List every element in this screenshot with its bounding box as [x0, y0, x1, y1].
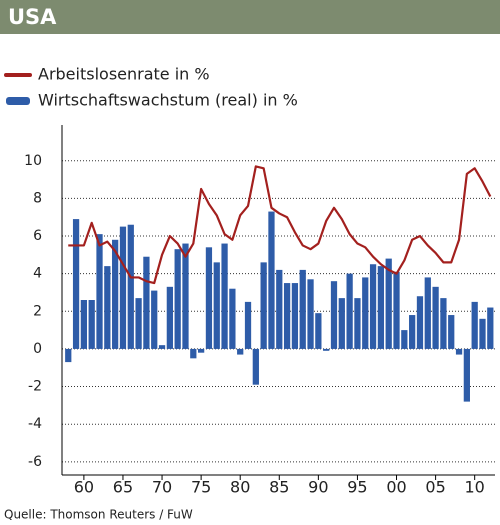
- bar: [96, 234, 103, 349]
- bar: [440, 298, 447, 349]
- x-tick-label: 00: [386, 478, 406, 497]
- legend-label: Arbeitslosenrate in %: [38, 65, 210, 84]
- y-tick-label: 0: [33, 341, 42, 357]
- chart-title: USA: [8, 5, 57, 29]
- bar: [448, 315, 455, 349]
- x-tick-label: 60: [74, 478, 94, 497]
- bar: [276, 269, 283, 349]
- bar: [65, 348, 72, 363]
- x-tick-label: 05: [425, 478, 445, 497]
- bar: [197, 348, 205, 353]
- y-tick-label: 4: [33, 266, 42, 282]
- y-tick-label: 2: [33, 303, 42, 319]
- bar: [377, 266, 385, 349]
- bar: [119, 226, 127, 349]
- bar: [346, 273, 353, 349]
- bar: [72, 219, 80, 349]
- bar: [487, 307, 494, 349]
- bar: [112, 239, 119, 349]
- bar: [409, 315, 416, 349]
- bar: [104, 266, 111, 349]
- bar: [244, 301, 252, 349]
- bar: [283, 283, 291, 349]
- bar: [182, 243, 189, 349]
- x-tick-label: 90: [308, 478, 328, 497]
- bar: [401, 330, 408, 349]
- bar: [213, 262, 220, 349]
- bar: [166, 286, 173, 349]
- bar: [471, 301, 478, 349]
- bar: [416, 296, 424, 349]
- source: Quelle: Thomson Reuters / FuW: [4, 508, 193, 522]
- legend-swatch: [6, 97, 30, 105]
- x-tick-label: 80: [230, 478, 250, 497]
- y-tick-label: 10: [24, 153, 42, 169]
- bar: [190, 348, 197, 359]
- bar: [463, 348, 470, 402]
- bar: [385, 258, 392, 349]
- bar: [455, 348, 463, 355]
- bar: [151, 290, 158, 349]
- x-tick-label: 85: [269, 478, 289, 497]
- bar: [88, 300, 95, 349]
- bar: [221, 243, 228, 349]
- y-tick-label: -2: [28, 379, 42, 395]
- bar: [424, 277, 431, 349]
- bar: [268, 211, 275, 349]
- bar: [307, 279, 314, 349]
- bar: [127, 224, 134, 349]
- bar: [354, 298, 361, 349]
- y-tick-label: 8: [33, 190, 42, 206]
- bar: [291, 283, 299, 349]
- x-tick-label: 75: [191, 478, 211, 497]
- bar: [80, 300, 88, 349]
- bar: [143, 256, 150, 349]
- line: [68, 165, 492, 285]
- bar: [432, 286, 439, 349]
- bar: [252, 348, 259, 385]
- bar: [338, 298, 345, 349]
- x-tick-label: 65: [113, 478, 133, 497]
- bar: [479, 318, 486, 349]
- bar: [369, 264, 377, 349]
- y-tick-label: -6: [28, 454, 42, 470]
- bar: [205, 247, 213, 349]
- bar: [362, 277, 369, 349]
- header-bar: [0, 0, 500, 34]
- bar: [299, 269, 306, 349]
- bar: [260, 262, 267, 349]
- bar: [393, 271, 400, 349]
- bar: [315, 313, 322, 349]
- bar: [229, 288, 236, 349]
- bar: [237, 348, 244, 355]
- x-tick-label: 10: [464, 478, 484, 497]
- bar: [323, 348, 330, 351]
- x-tick-label: 95: [347, 478, 367, 497]
- legend-label: Wirtschaftswachstum (real) in %: [38, 91, 298, 110]
- y-tick-label: 6: [33, 228, 42, 244]
- bar: [158, 345, 166, 349]
- bar: [330, 281, 338, 349]
- bar: [174, 249, 181, 349]
- x-tick-label: 70: [152, 478, 172, 497]
- y-tick-label: -4: [28, 416, 42, 432]
- bar: [135, 298, 142, 349]
